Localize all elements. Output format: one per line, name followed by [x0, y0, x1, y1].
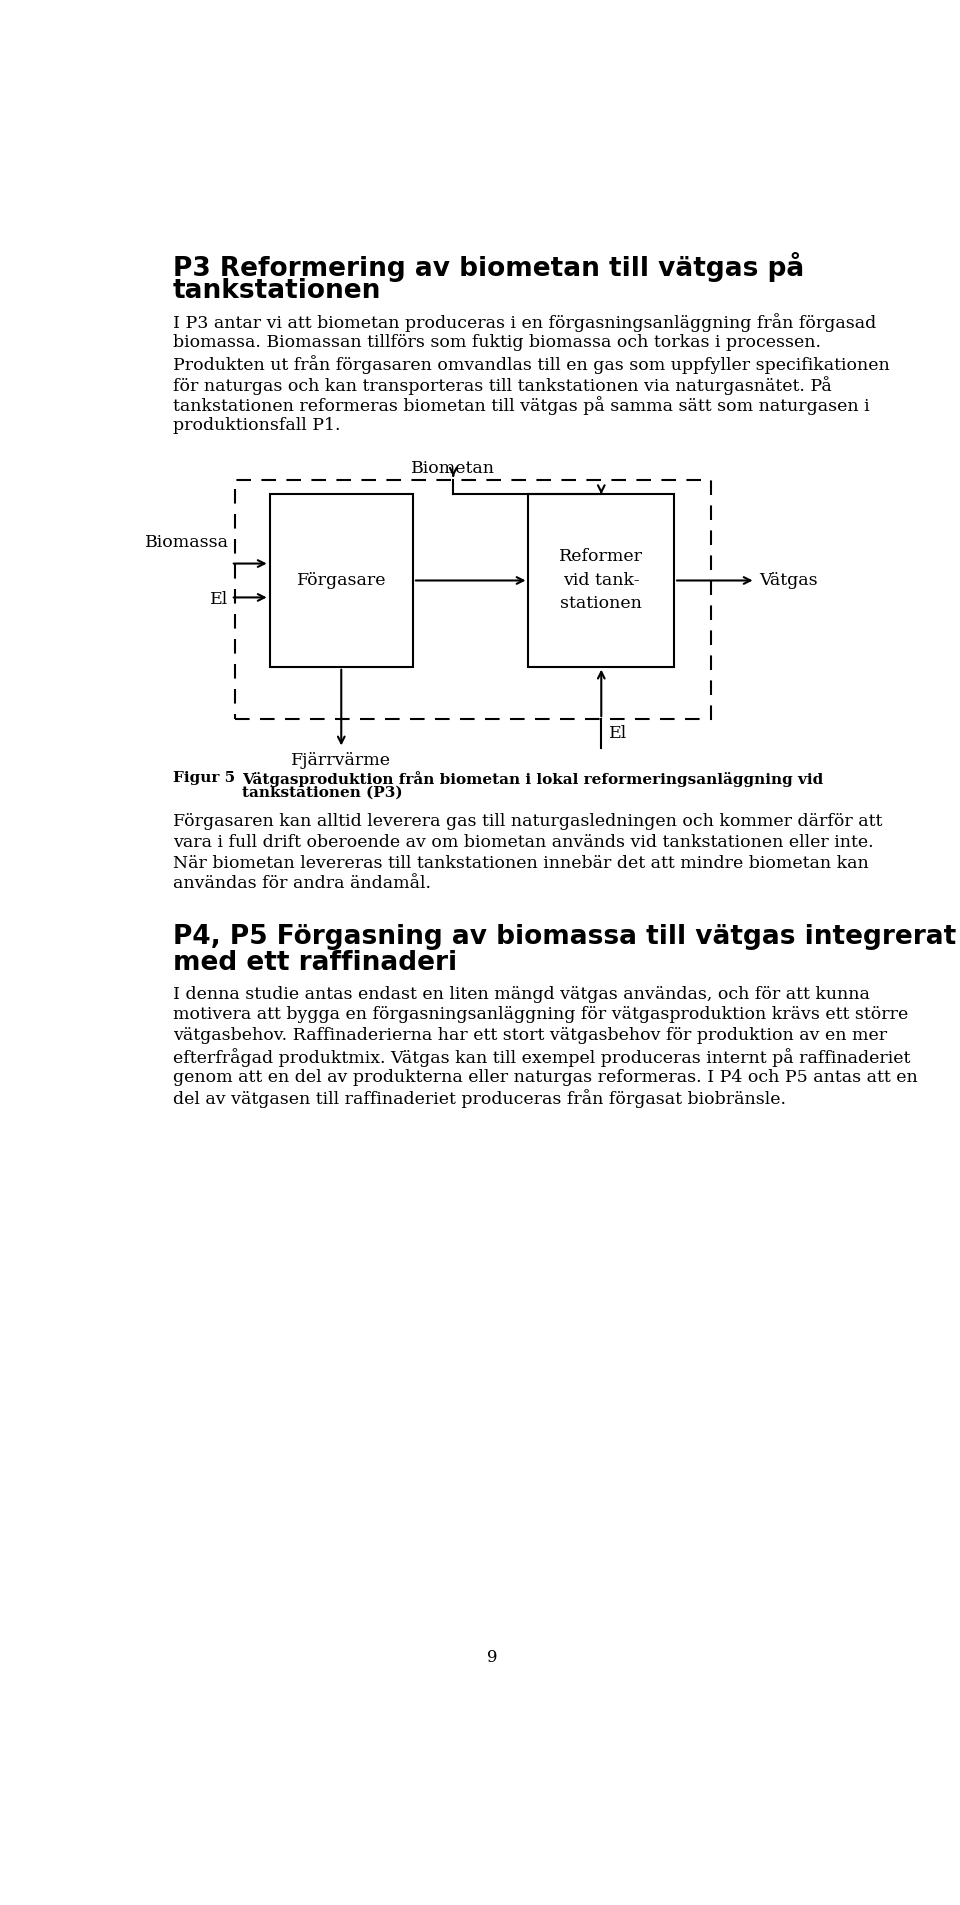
Bar [234, 480, 710, 718]
Bar [528, 493, 674, 667]
Text: El: El [609, 726, 627, 743]
Text: Biometan: Biometan [411, 459, 495, 476]
Text: I P3 antar vi att biometan produceras i en förgasningsanläggning från förgasad: I P3 antar vi att biometan produceras i … [173, 312, 876, 331]
Text: motivera att bygga en förgasningsanläggning för vätgasproduktion krävs ett störr: motivera att bygga en förgasningsanläggn… [173, 1006, 908, 1023]
Text: med ett raffinaderi: med ett raffinaderi [173, 951, 457, 975]
Text: Vätgasproduktion från biometan i lokal reformeringsanläggning vid: Vätgasproduktion från biometan i lokal r… [243, 772, 824, 787]
Text: vara i full drift oberoende av om biometan används vid tankstationen eller inte.: vara i full drift oberoende av om biomet… [173, 834, 874, 852]
Text: tankstationen: tankstationen [173, 278, 381, 305]
Text: användas för andra ändamål.: användas för andra ändamål. [173, 876, 431, 892]
Text: biomassa. Biomassan tillförs som fuktig biomassa och torkas i processen.: biomassa. Biomassan tillförs som fuktig … [173, 333, 821, 351]
Text: tankstationen reformeras biometan till vätgas på samma sätt som naturgasen i: tankstationen reformeras biometan till v… [173, 396, 870, 415]
Text: tankstationen (P3): tankstationen (P3) [243, 785, 403, 800]
Text: för naturgas och kan transporteras till tankstationen via naturgasnätet. På: för naturgas och kan transporteras till … [173, 375, 831, 394]
Text: 9: 9 [487, 1650, 497, 1667]
Text: P4, P5 Förgasning av biomassa till vätgas integrerat: P4, P5 Förgasning av biomassa till vätga… [173, 924, 956, 951]
Text: Fjärrvärme: Fjärrvärme [291, 752, 392, 770]
Text: Vätgas: Vätgas [759, 572, 818, 589]
Text: produktionsfall P1.: produktionsfall P1. [173, 417, 340, 434]
Bar [270, 493, 413, 667]
Text: I denna studie antas endast en liten mängd vätgas användas, och för att kunna: I denna studie antas endast en liten män… [173, 985, 870, 1002]
Text: vätgasbehov. Raffinaderierna har ett stort vätgasbehov för produktion av en mer: vätgasbehov. Raffinaderierna har ett sto… [173, 1027, 887, 1044]
Text: När biometan levereras till tankstationen innebär det att mindre biometan kan: När biometan levereras till tankstatione… [173, 855, 869, 872]
Text: Förgasaren kan alltid leverera gas till naturgasledningen och kommer därför att: Förgasaren kan alltid leverera gas till … [173, 813, 882, 831]
Text: Biomassa: Biomassa [145, 533, 228, 551]
Text: del av vätgasen till raffinaderiet produceras från förgasat biobränsle.: del av vätgasen till raffinaderiet produ… [173, 1090, 785, 1109]
Text: Reformer
vid tank-
stationen: Reformer vid tank- stationen [560, 549, 643, 613]
Text: Figur 5: Figur 5 [173, 772, 235, 785]
Text: efterfrågad produktmix. Vätgas kan till exempel produceras internt på raffinader: efterfrågad produktmix. Vätgas kan till … [173, 1048, 910, 1067]
Text: El: El [210, 591, 228, 608]
Text: genom att en del av produkterna eller naturgas reformeras. I P4 och P5 antas att: genom att en del av produkterna eller na… [173, 1069, 918, 1086]
Text: P3 Reformering av biometan till vätgas på: P3 Reformering av biometan till vätgas p… [173, 251, 804, 282]
Text: Produkten ut från förgasaren omvandlas till en gas som uppfyller specifikationen: Produkten ut från förgasaren omvandlas t… [173, 354, 890, 373]
Text: Förgasare: Förgasare [297, 572, 386, 589]
